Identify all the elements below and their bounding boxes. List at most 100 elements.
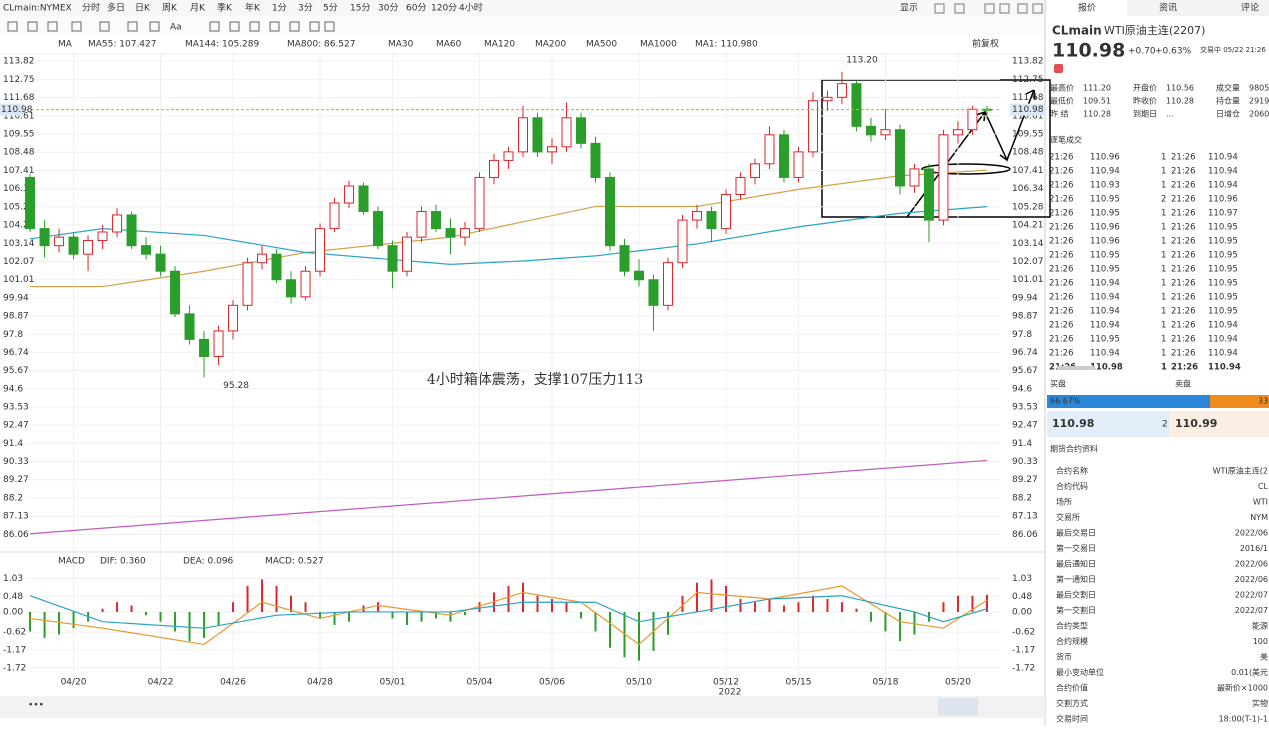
y-tick-label: 104.21 <box>1012 221 1044 231</box>
candle-body <box>199 338 210 357</box>
sell-label: 卖盘 <box>1175 379 1191 389</box>
y-tick-label: 112.75 <box>3 75 35 85</box>
tool-icon[interactable] <box>954 3 965 14</box>
adjust-label[interactable]: 前复权 <box>972 38 999 50</box>
candle-body <box>575 117 586 144</box>
tool-icon[interactable] <box>309 21 320 32</box>
x-tick-label: 04/22 <box>148 678 174 688</box>
ma-legend: MA1: 110.980 <box>695 40 758 50</box>
candle-body <box>807 100 818 153</box>
y-tick-label: 94.6 <box>1012 384 1032 394</box>
contract-label: 最后交易日 <box>1056 528 1096 538</box>
candle-body <box>373 211 384 247</box>
period-button[interactable]: 4小时 <box>459 2 483 14</box>
trade-cell: 21:26 <box>1171 335 1196 345</box>
period-button[interactable]: 日K <box>135 3 151 14</box>
contract-label: 交易所 <box>1056 512 1080 522</box>
ma-legend: MA <box>58 40 73 50</box>
tool-icon[interactable] <box>984 3 995 14</box>
symbol: CLmain <box>1052 24 1102 38</box>
ask-bg <box>1170 411 1269 437</box>
period-button[interactable]: 30分 <box>378 3 398 14</box>
stat-label: 昨收价 <box>1133 96 1157 106</box>
y-tick-label: 103.14 <box>1012 239 1044 249</box>
trade-cell: 1 <box>1161 209 1166 219</box>
tool-icon[interactable] <box>249 21 260 32</box>
trade-cell: 1 <box>1161 223 1166 233</box>
tool-icon[interactable] <box>229 21 240 32</box>
trade-cell: 21:26 <box>1171 223 1196 233</box>
period-button[interactable]: 3分 <box>298 3 313 14</box>
period-button[interactable]: 60分 <box>406 3 426 14</box>
period-button[interactable]: 15分 <box>350 3 370 14</box>
tool-icon[interactable] <box>71 21 82 32</box>
trade-cell: 21:26 <box>1171 181 1196 191</box>
y-tick-label: 93.53 <box>3 403 29 413</box>
tool-icon[interactable] <box>127 21 138 32</box>
period-button[interactable]: 季K <box>217 2 233 14</box>
y-tick-label: 96.74 <box>1012 348 1038 358</box>
candle-body <box>141 245 152 255</box>
period-button[interactable]: 周K <box>162 3 178 14</box>
y-tick-label: 91.4 <box>1012 439 1032 449</box>
candle-body <box>242 262 253 306</box>
period-button[interactable]: 年K <box>245 2 261 14</box>
stat-label: 成交量 <box>1216 83 1240 93</box>
period-button[interactable]: 120分 <box>431 3 457 14</box>
tool-icon[interactable] <box>209 21 220 32</box>
trade-cell: 110.94 <box>1208 363 1241 373</box>
tab[interactable]: 评论 <box>1241 2 1259 14</box>
font-button[interactable]: Aa <box>170 23 182 33</box>
period-button[interactable]: 多日 <box>107 2 125 14</box>
tab[interactable]: 报价 <box>1078 2 1096 14</box>
tool-icon[interactable] <box>1032 3 1043 14</box>
trade-cell: 110.96 <box>1090 223 1120 233</box>
contract-label: 第一交易日 <box>1056 543 1096 553</box>
candle-body <box>126 214 137 247</box>
trade-cell: 110.95 <box>1208 223 1238 233</box>
symbol[interactable]: CLmain:NYMEX <box>3 4 72 14</box>
y-tick-label: 101.01 <box>3 275 35 285</box>
candle-body <box>184 313 195 340</box>
tool-icon[interactable] <box>47 21 58 32</box>
tool-icon[interactable] <box>999 3 1010 14</box>
scrollbar[interactable] <box>0 696 1045 718</box>
tool-icon[interactable] <box>324 21 335 32</box>
tool-icon[interactable] <box>149 21 160 32</box>
watch-icon[interactable] <box>1054 64 1063 73</box>
contract-value: 美 <box>1260 652 1268 662</box>
tool-icon[interactable] <box>934 3 945 14</box>
tab[interactable]: 资讯 <box>1159 3 1177 14</box>
tool-icon[interactable] <box>269 21 280 32</box>
y-tick-label: 105.28 <box>1012 202 1044 212</box>
x-tick-label: 05/01 <box>380 678 406 688</box>
candle-body <box>344 185 355 204</box>
bid: 110.98 <box>1052 417 1094 430</box>
x-tick-label: 05/10 <box>626 678 652 688</box>
tool-icon[interactable] <box>27 21 38 32</box>
trade-scroll[interactable] <box>1057 366 1095 370</box>
period-button[interactable]: 分时 <box>82 2 100 14</box>
tool-icon[interactable] <box>7 21 18 32</box>
period-button[interactable]: 1分 <box>272 3 287 14</box>
period-button[interactable]: 月K <box>190 3 206 14</box>
scroll-thumb[interactable] <box>938 698 978 716</box>
stat-label: 最低价 <box>1050 96 1074 106</box>
trade-cell: 21:26 <box>1171 209 1196 219</box>
macd-tick-label: -0.62 <box>3 628 26 638</box>
y-tick-label: 98.87 <box>1012 312 1038 322</box>
trade-cell: 21:26 <box>1171 307 1196 317</box>
tool-icon[interactable] <box>99 21 110 32</box>
trade-cell: 1 <box>1161 181 1166 191</box>
y-tick-label: 108.48 <box>3 148 35 158</box>
period-button[interactable]: 5分 <box>323 3 338 14</box>
macd-tick-label: 0.00 <box>3 607 23 617</box>
display-button[interactable]: 显示 <box>900 3 918 14</box>
contract-label: 最后交割日 <box>1056 590 1096 600</box>
macd-tick-label: -0.62 <box>1012 628 1035 638</box>
tool-icon[interactable] <box>1017 3 1028 14</box>
y-tick-label: 88.2 <box>3 493 23 503</box>
tool-icon[interactable] <box>289 21 300 32</box>
candle-body <box>39 228 50 247</box>
